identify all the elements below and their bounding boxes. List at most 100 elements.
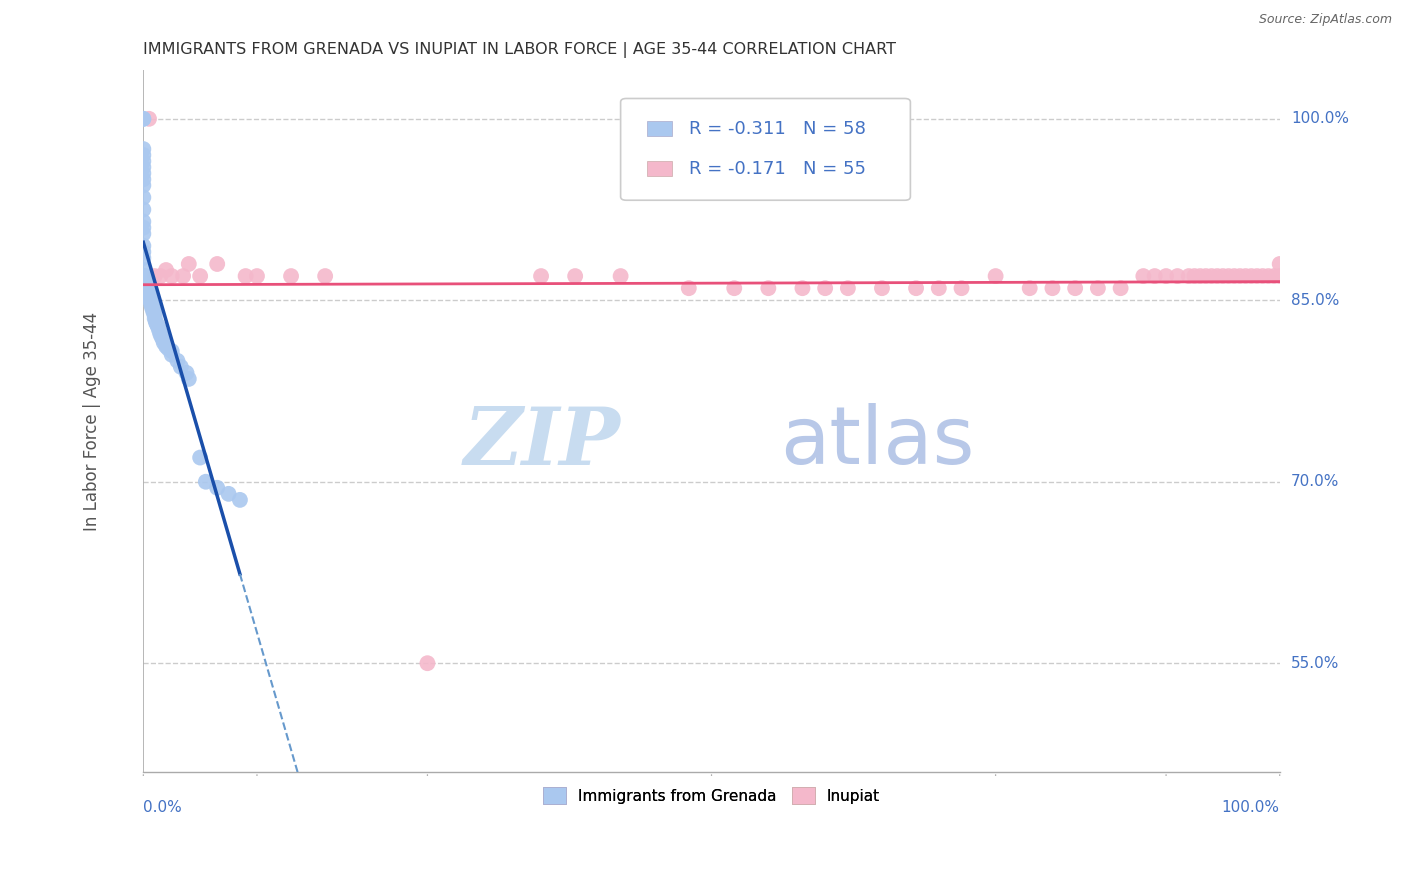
Point (188, 269, 211, 284)
Point (1218, 269, 1240, 284)
Point (1234, 269, 1257, 284)
Point (609, 269, 631, 284)
Point (155, 339, 177, 353)
Text: 0.0%: 0.0% (143, 800, 183, 815)
Text: 85.0%: 85.0% (1291, 293, 1339, 308)
Point (136, 284, 159, 298)
Point (1240, 269, 1263, 284)
Point (1018, 281, 1040, 295)
Point (141, 301, 163, 316)
Point (218, 487, 240, 501)
Point (132, 172, 155, 186)
Point (1229, 269, 1251, 284)
Point (177, 372, 200, 386)
Point (205, 257, 228, 271)
Point (172, 269, 194, 284)
Point (166, 353, 188, 368)
Point (756, 281, 779, 295)
Point (146, 318, 169, 332)
Point (132, 214, 155, 228)
Text: IMMIGRANTS FROM GRENADA VS INUPIAT IN LABOR FORCE | AGE 35-44 CORRELATION CHART: IMMIGRANTS FROM GRENADA VS INUPIAT IN LA… (143, 42, 897, 58)
Point (141, 299, 163, 313)
FancyBboxPatch shape (647, 161, 672, 177)
Point (1064, 281, 1087, 295)
Point (1042, 281, 1064, 295)
Text: R = -0.171   N = 55: R = -0.171 N = 55 (689, 160, 866, 178)
Text: 100.0%: 100.0% (1291, 112, 1348, 127)
Point (132, 251, 155, 265)
Point (723, 281, 745, 295)
Point (138, 287, 160, 301)
Point (157, 342, 180, 356)
Point (136, 281, 159, 295)
Point (1109, 281, 1132, 295)
Legend: Immigrants from Grenada, Inupiat: Immigrants from Grenada, Inupiat (537, 781, 886, 810)
Point (1132, 269, 1154, 284)
Point (416, 657, 439, 671)
Point (150, 329, 173, 343)
Point (564, 269, 586, 284)
Point (143, 311, 166, 326)
Point (143, 308, 166, 322)
Point (1184, 269, 1206, 284)
Point (143, 269, 166, 284)
Point (984, 269, 1007, 284)
Point (1268, 269, 1291, 284)
Text: R = -0.311   N = 58: R = -0.311 N = 58 (689, 120, 866, 137)
Point (194, 475, 217, 489)
Point (142, 302, 165, 317)
Point (870, 281, 893, 295)
Point (132, 244, 155, 259)
Point (160, 348, 183, 362)
Point (138, 112, 160, 126)
Point (135, 277, 157, 292)
Point (1246, 269, 1268, 284)
Point (132, 190, 155, 204)
Point (160, 344, 183, 359)
Point (149, 269, 172, 284)
Point (1223, 269, 1246, 284)
Point (229, 492, 252, 507)
Point (135, 275, 157, 289)
Point (928, 281, 950, 295)
Point (160, 269, 183, 284)
Point (152, 335, 174, 350)
Point (145, 315, 167, 329)
Point (176, 366, 198, 380)
Point (132, 112, 155, 126)
Point (837, 281, 859, 295)
Point (146, 319, 169, 334)
Point (132, 239, 155, 253)
Point (235, 269, 257, 284)
Text: atlas: atlas (780, 403, 974, 482)
Point (177, 257, 200, 271)
Point (530, 269, 553, 284)
Point (132, 178, 155, 193)
Point (135, 280, 157, 294)
Point (132, 160, 155, 174)
Point (132, 154, 155, 169)
Point (205, 481, 228, 495)
Point (135, 269, 157, 284)
Point (1154, 269, 1177, 284)
FancyBboxPatch shape (620, 98, 911, 200)
Point (188, 450, 211, 465)
Point (1166, 269, 1188, 284)
Point (814, 281, 837, 295)
FancyBboxPatch shape (647, 121, 672, 136)
Point (132, 220, 155, 235)
Point (138, 290, 160, 304)
Point (132, 148, 155, 162)
Point (950, 281, 973, 295)
Point (1178, 269, 1201, 284)
Point (152, 332, 174, 346)
Point (132, 202, 155, 217)
Point (1263, 269, 1285, 284)
Point (141, 298, 163, 312)
Point (132, 142, 155, 156)
Text: ZIP: ZIP (464, 403, 620, 481)
Point (139, 293, 162, 308)
Point (792, 281, 814, 295)
Point (149, 327, 172, 342)
Point (1212, 269, 1234, 284)
